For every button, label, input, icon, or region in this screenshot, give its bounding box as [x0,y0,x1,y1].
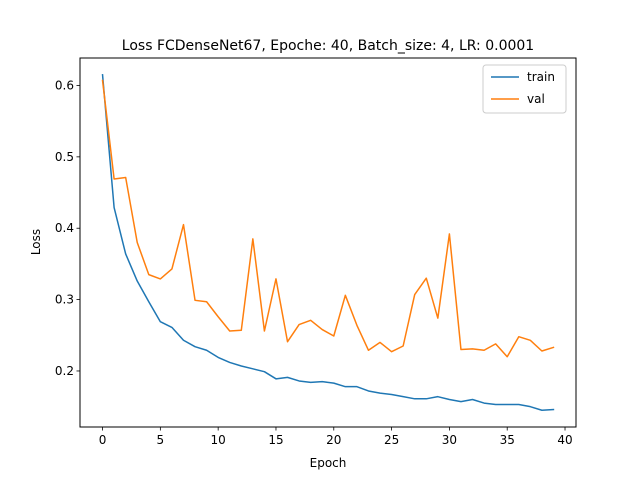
plot-frame [79,57,577,428]
y-tick-label: 0.3 [55,293,74,307]
x-tick-label: 0 [99,433,107,447]
chart-title: Loss FCDenseNet67, Epoche: 40, Batch_siz… [122,38,534,54]
x-axis-label: Epoch [310,456,347,470]
series-line-val [101,79,555,358]
y-tick-label: 0.4 [55,221,74,235]
legend: train val [482,64,567,114]
x-axis: 0 5 10 15 20 25 30 35 40 [99,427,573,447]
x-tick-label: 15 [268,433,283,447]
y-axis-label: Loss [29,229,43,255]
x-tick-label: 40 [557,433,572,447]
x-tick-label: 20 [326,433,341,447]
legend-label-train: train [527,70,555,84]
x-tick-label: 35 [500,433,515,447]
y-axis: 0.2 0.3 0.4 0.5 0.6 [55,78,80,378]
y-tick-label: 0.2 [55,364,74,378]
x-tick-label: 10 [211,433,226,447]
legend-label-val: val [527,92,545,106]
x-tick-label: 30 [442,433,457,447]
x-tick-label: 25 [384,433,399,447]
plot-area [101,73,555,411]
y-tick-label: 0.6 [55,78,74,92]
series-line-train [101,73,555,411]
y-tick-label: 0.5 [55,150,74,164]
x-tick-label: 5 [157,433,165,447]
